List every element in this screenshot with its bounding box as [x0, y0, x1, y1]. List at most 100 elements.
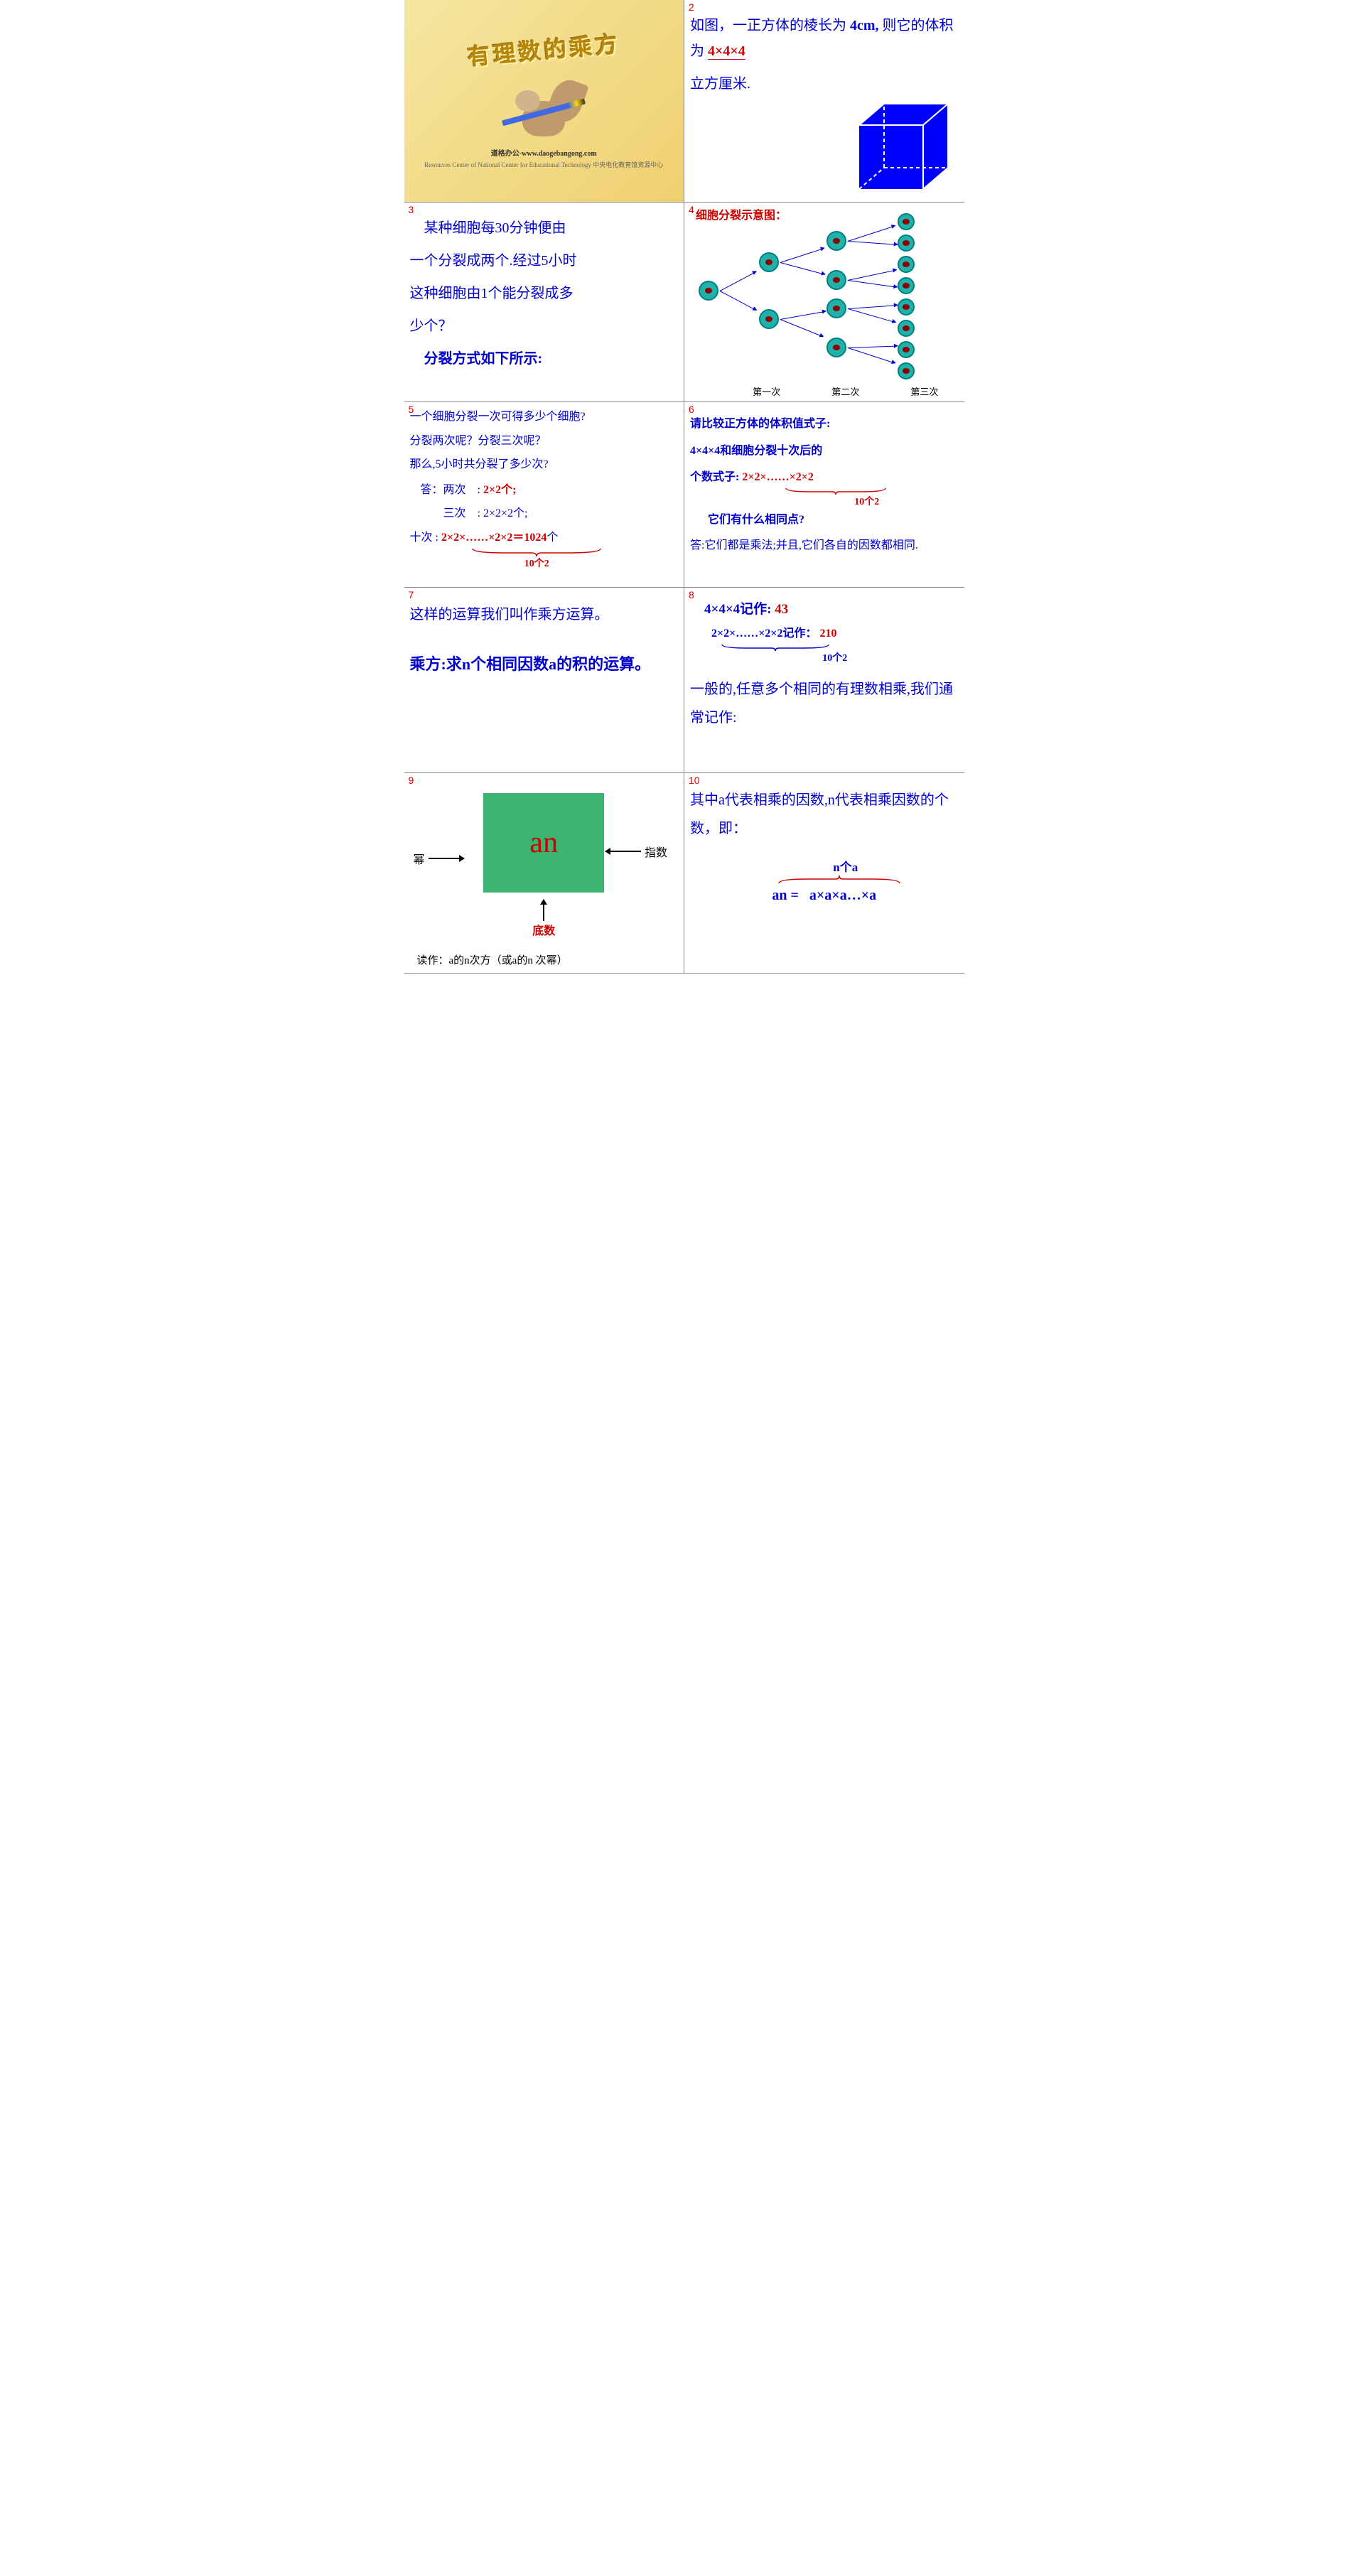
slide-8: 8 4×4×4记作: 43 2×2×……×2×2记作： 210 10个2 一般的… — [684, 588, 964, 772]
slide-number: 2 — [689, 1, 694, 13]
text: 请比较正方体的体积值式子: — [690, 415, 959, 433]
text-line: 个数式子: 2×2×……×2×2 — [690, 468, 959, 487]
slide-number: 3 — [409, 204, 414, 215]
cube-icon — [845, 97, 959, 196]
text: 一般的,任意多个相同的有理数相乘,我们通常记作: — [690, 675, 959, 732]
slide-number: 4 — [689, 204, 694, 215]
squirrel-graphic — [508, 80, 579, 136]
arrow — [848, 305, 898, 309]
cell-node — [898, 235, 915, 252]
text: 4×4×4和细胞分裂十次后的 — [690, 442, 959, 460]
an-diagram: an 幂 指数 底数 — [410, 793, 679, 938]
brace-label: 10个2 — [775, 494, 959, 508]
value: 2×2×……×2×2 — [742, 471, 813, 483]
main-title: 有理数的乘方 — [466, 26, 622, 72]
cell-node — [898, 256, 915, 273]
arrow — [848, 280, 897, 288]
text: 它们有什么相同点? — [690, 511, 959, 529]
label-dishu: 底数 — [410, 900, 679, 938]
label: 4×4×4记作: — [704, 602, 771, 617]
value: 2×2个; — [483, 484, 516, 496]
notation-line: 2×2×……×2×2记作： 210 — [690, 625, 959, 643]
value: 210 — [819, 627, 836, 640]
text: 个相同因数 — [470, 655, 549, 673]
credit-line-2: Resources Center of National Center for … — [424, 160, 663, 169]
equation: an = a×a×a…×a — [690, 888, 959, 904]
read-as: 读作：a的n次方（或a的n 次幂） — [410, 952, 679, 967]
brace-group: 10个2 — [782, 487, 959, 508]
slide-10: 10 其中a代表相乘的因数,n代表相乘因数的个数，即： n个a an = a×a… — [684, 773, 964, 973]
arrow — [848, 269, 897, 281]
slide-4: 4 细胞分裂示意图： 第一次 第二次 第三次 — [684, 203, 964, 402]
text: 立方厘米. — [690, 71, 959, 97]
label: 第二次 — [831, 384, 859, 398]
slide2-text: 如图，一正方体的棱长为 4cm, 则它的体积为 4×4×4 — [690, 13, 959, 64]
arrow — [848, 346, 898, 348]
cell-node — [898, 298, 915, 316]
slide-number: 6 — [689, 404, 694, 415]
text: 这种细胞由1个能分裂成多 — [410, 281, 679, 306]
label-mi: 幂 — [414, 850, 464, 867]
cell-node — [826, 231, 846, 251]
answer-line: 十次 : 2×2×……×2×2＝1024个 — [410, 529, 679, 547]
text: 分裂两次呢？分裂三次呢？ — [410, 432, 679, 451]
label: 2×2×……×2×2记作： — [711, 627, 817, 640]
text: 其中a代表相乘的因数,n代表相乘因数的个数，即： — [690, 786, 959, 843]
arrow — [848, 347, 895, 364]
label-zhishu: 指数 — [605, 843, 667, 860]
label: 十次 : — [410, 532, 438, 544]
text: 分裂方式如下所示: — [410, 346, 679, 372]
cell-node — [898, 362, 915, 379]
diagram-title: 细胞分裂示意图： — [696, 207, 787, 225]
cell-node — [759, 252, 779, 272]
arrow — [720, 291, 757, 311]
brace-label: n个a — [733, 857, 959, 875]
label: 指数 — [645, 843, 667, 860]
answer: 4×4×4 — [708, 43, 745, 60]
brace-group: 10个2 — [718, 643, 959, 664]
text: 某种细胞每30分钟便由 — [410, 215, 679, 241]
label: 第三次 — [910, 384, 938, 398]
text: 一个分裂成两个.经过5小时 — [410, 248, 679, 274]
slide-number: 9 — [409, 775, 414, 786]
var: n — [462, 655, 470, 673]
text: 乘方:求 — [410, 655, 462, 673]
brace-label: 10个2 — [396, 556, 679, 570]
arrow — [780, 319, 824, 337]
cell-node — [898, 213, 915, 230]
unit: 个 — [546, 532, 558, 544]
arrow — [848, 225, 895, 242]
arrow — [848, 308, 896, 323]
notation-line: 4×4×4记作: 43 — [690, 599, 959, 620]
label: 答：两次 : — [421, 484, 480, 496]
eq-left: an = — [772, 888, 799, 903]
text: 一个细胞分裂一次可得多少个细胞? — [410, 408, 679, 426]
cell-node — [898, 277, 915, 294]
brace-top-group: n个a — [690, 857, 959, 885]
cell-node — [898, 320, 915, 337]
label: 个数式子: — [690, 471, 739, 483]
label: 幂 — [414, 850, 425, 867]
answer-line: 答：两次 : 2×2个; — [410, 481, 679, 500]
an-text: an — [529, 826, 558, 860]
slide-number: 10 — [689, 775, 700, 786]
text: 少个？ — [410, 313, 679, 339]
cell-node — [826, 298, 846, 318]
text: 那么,5小时共分裂了多少次? — [410, 456, 679, 474]
label: 底数 — [532, 925, 555, 937]
slide-number: 5 — [409, 404, 414, 415]
arrow — [848, 241, 898, 245]
answer: 答:它们都是乘法;并且,它们各自的因数都相同. — [690, 536, 959, 556]
slide-3: 3 某种细胞每30分钟便由 一个分裂成两个.经过5小时 这种细胞由1个能分裂成多… — [404, 203, 685, 402]
var: a — [549, 655, 556, 673]
value: 2×2×2个; — [483, 507, 528, 519]
arrow — [780, 248, 824, 263]
arrow — [720, 271, 757, 291]
answer-line: 三次 : 2×2×2个; — [410, 505, 679, 523]
slide-1: 有理数的乘方 道格办公-www.daogebangong.com Resourc… — [404, 0, 685, 202]
brace-label: 10个2 — [711, 650, 959, 664]
slide-6: 6 请比较正方体的体积值式子: 4×4×4和细胞分裂十次后的 个数式子: 2×2… — [684, 402, 964, 587]
value: 43 — [775, 602, 788, 617]
credit-line: 道格办公-www.daogebangong.com — [491, 147, 597, 158]
text: 如图，一正方体的棱长为 — [690, 18, 846, 33]
